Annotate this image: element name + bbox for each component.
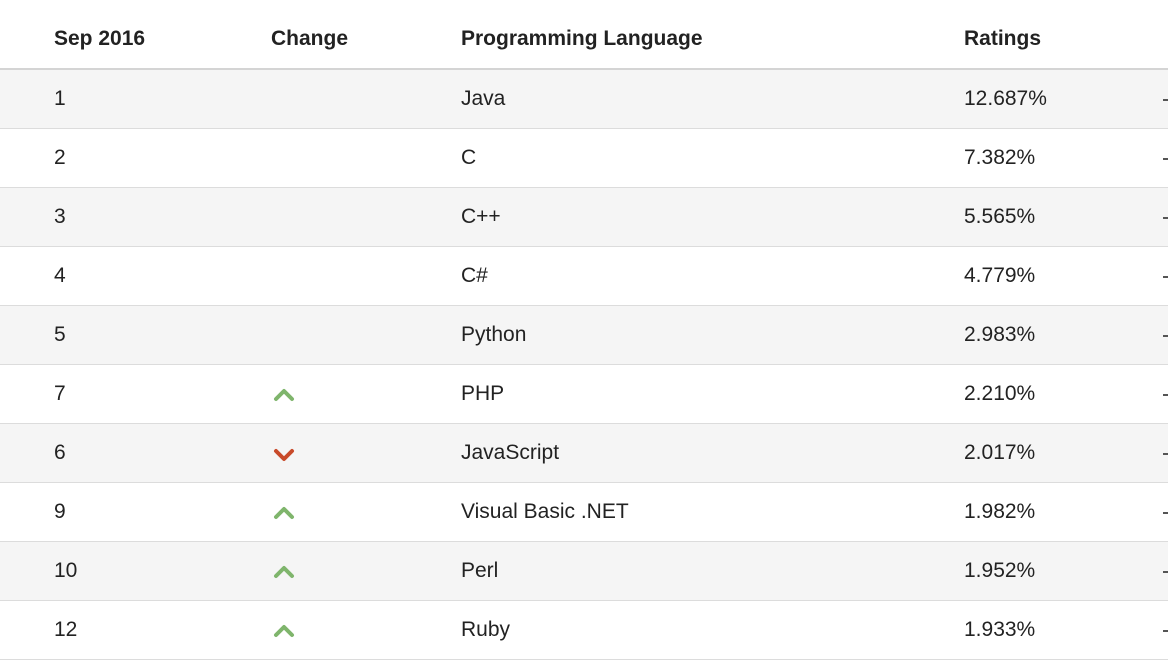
- table-cell: Java: [461, 87, 506, 110]
- table-row: 9 Visual Basic .NET 1.982%: [0, 483, 1168, 542]
- change-arrow-up: [274, 625, 294, 637]
- table-cell: C#: [461, 264, 488, 287]
- table-cell: 4.779%: [964, 264, 1036, 287]
- header-cell: Change: [271, 27, 349, 50]
- cut-off-dash: [1163, 630, 1168, 632]
- table-cell: 7.382%: [964, 146, 1036, 169]
- table-cell: 2: [54, 146, 66, 169]
- table-row: 1 Java 12.687%: [0, 70, 1168, 129]
- arrow-shape: [274, 449, 294, 461]
- table-cell: Perl: [461, 559, 499, 582]
- table-cell: PHP: [461, 382, 505, 405]
- table-row: 2 C 7.382%: [0, 129, 1168, 188]
- table-cell: C: [461, 146, 477, 169]
- table-cell: Python: [461, 323, 527, 346]
- change-arrow-down: [274, 449, 294, 461]
- cut-off-dash: [1163, 571, 1168, 573]
- header-cell: Sep 2016: [54, 27, 146, 50]
- table-cell: 9: [54, 500, 66, 523]
- table-cell: 2.210%: [964, 382, 1036, 405]
- table-cell: 1: [54, 87, 66, 110]
- table-cell: Visual Basic .NET: [461, 500, 629, 523]
- arrow-shape: [274, 507, 294, 519]
- cut-off-dash: [1163, 217, 1168, 219]
- table-cell: JavaScript: [461, 441, 560, 464]
- table-row: 4 C# 4.779%: [0, 247, 1168, 306]
- table-cell: 2.017%: [964, 441, 1036, 464]
- table-cell: 5.565%: [964, 205, 1036, 228]
- cut-off-dash: [1163, 335, 1168, 337]
- change-arrow-up: [274, 389, 294, 401]
- cut-off-dash: [1163, 276, 1168, 278]
- table-cell: 5: [54, 323, 66, 346]
- arrow-shape: [274, 566, 294, 578]
- change-arrow-up: [274, 507, 294, 519]
- cut-off-dash: [1163, 512, 1168, 514]
- table-cell: 3: [54, 205, 66, 228]
- arrow-shape: [274, 389, 294, 401]
- header-cell: Ratings: [964, 27, 1042, 50]
- table-cell: 6: [54, 441, 66, 464]
- table-cell: 1.952%: [964, 559, 1036, 582]
- table-cell: 12: [54, 618, 78, 641]
- table-cell: 4: [54, 264, 66, 287]
- table-row: 3 C++ 5.565%: [0, 188, 1168, 247]
- cut-off-dash: [1163, 453, 1168, 455]
- table-row: 5 Python 2.983%: [0, 306, 1168, 365]
- table-cell: 7: [54, 382, 66, 405]
- table-cell: 2.983%: [964, 323, 1036, 346]
- table-row: 7 PHP 2.210%: [0, 365, 1168, 424]
- change-arrow-up: [274, 566, 294, 578]
- cut-off-dash: [1163, 394, 1168, 396]
- table-cell: Ruby: [461, 618, 511, 641]
- cut-off-dash: [1163, 158, 1168, 160]
- table-cell: 1.933%: [964, 618, 1036, 641]
- cut-off-dash: [1163, 99, 1168, 101]
- table-cell: 1.982%: [964, 500, 1036, 523]
- table-cell: 10: [54, 559, 78, 582]
- header-cell: Programming Language: [461, 27, 703, 50]
- table-row: 6 JavaScript 2.017%: [0, 424, 1168, 483]
- table-header: Sep 2016 Change Programming Language Rat…: [0, 0, 1168, 70]
- table-row: 12 Ruby 1.933%: [0, 601, 1168, 660]
- table-cell: 12.687%: [964, 87, 1047, 110]
- table-cell: C++: [461, 205, 501, 228]
- table-row: 10 Perl 1.952%: [0, 542, 1168, 601]
- arrow-shape: [274, 625, 294, 637]
